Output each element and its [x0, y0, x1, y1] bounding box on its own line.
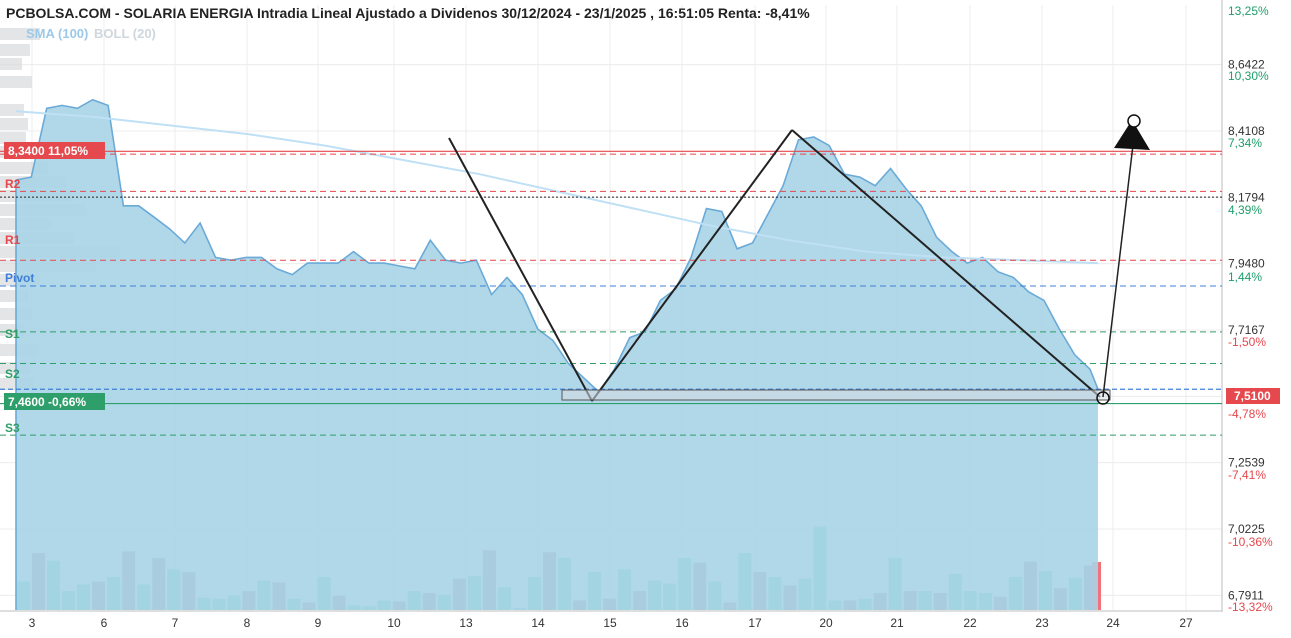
- y-tick-pct: -4,78%: [1228, 407, 1266, 421]
- sma-line: [15, 110, 1099, 265]
- y-tick-pct: 7,34%: [1228, 136, 1262, 150]
- y-tick-pct: -7,41%: [1228, 468, 1266, 482]
- y-tick-price: 6,7911: [1228, 588, 1264, 602]
- legend-boll[interactable]: BOLL (20): [94, 26, 156, 41]
- high-price-tag: [4, 142, 105, 159]
- y-tick-price: 8,4108: [1228, 124, 1265, 138]
- x-tick-label: 10: [387, 616, 401, 630]
- drawing-trendline-2: [591, 129, 793, 402]
- level-label-r2: R2: [5, 177, 21, 191]
- x-tick-label: 20: [819, 616, 833, 630]
- current-price-tag: [1226, 388, 1280, 404]
- drawings: [448, 114, 1150, 405]
- level-label-s1: S1: [5, 327, 20, 341]
- y-tick-pct: 1,44%: [1228, 270, 1262, 284]
- x-tick-label: 13: [459, 616, 473, 630]
- y-tick-price: 7,2539: [1228, 456, 1265, 470]
- current-price-tag-text: 7,5100: [1234, 389, 1271, 403]
- level-label-s2: S2: [5, 367, 20, 381]
- drawing-trendline-1: [448, 137, 593, 402]
- volume-profile-bar: [0, 76, 32, 88]
- volume-profile-bar: [0, 132, 26, 144]
- volume-profile-bar: [0, 118, 28, 130]
- drawing-start-circle: [1096, 391, 1110, 405]
- x-tick-label: 23: [1035, 616, 1049, 630]
- x-tick-label: 9: [315, 616, 322, 630]
- drawing-support-box: [561, 389, 1111, 401]
- level-label-s3: S3: [5, 421, 20, 435]
- level-label-r1: R1: [5, 233, 21, 247]
- x-tick-label: 7: [172, 616, 179, 630]
- y-tick-pct: -13,32%: [1228, 600, 1273, 614]
- y-tick-price: 7,7167: [1228, 323, 1265, 337]
- x-tick-label: 24: [1106, 616, 1120, 630]
- volume-profile-bar: [0, 44, 30, 56]
- volume-profile-bar: [0, 104, 24, 116]
- x-tick-label: 27: [1179, 616, 1193, 630]
- volume-profile-bar: [0, 28, 40, 40]
- drawing-arrow-head: [1114, 120, 1150, 150]
- low-price-tag-text: 7,4600 -0,66%: [8, 395, 86, 409]
- y-tick-pct: 4,39%: [1228, 203, 1262, 217]
- y-tick-price: 7,0225: [1228, 522, 1265, 536]
- levels: [0, 150, 1222, 436]
- y-tick-pct: 13,25%: [1228, 4, 1269, 18]
- y-tick-pct: 10,30%: [1228, 69, 1269, 83]
- chart-title: PCBOLSA.COM - SOLARIA ENERGIA Intradia L…: [6, 5, 810, 21]
- low-price-tag: [4, 393, 105, 410]
- x-tick-label: 6: [101, 616, 108, 630]
- y-axis: 8,6422 8,4108 8,1794 7,9480 7,7167 7,2539 7,02…: [1228, 4, 1273, 614]
- drawing-end-circle: [1127, 114, 1141, 128]
- y-tick-pct: -1,50%: [1228, 335, 1266, 349]
- x-tick-label: 17: [748, 616, 762, 630]
- drawing-arrow-line: [1102, 144, 1134, 398]
- y-tick-price: 8,6422: [1228, 58, 1265, 72]
- volume-profile-bar: [0, 58, 22, 70]
- y-tick-price: 7,9480: [1228, 257, 1265, 271]
- x-tick-label: 3: [29, 616, 36, 630]
- drawing-trendline-3: [791, 129, 1101, 398]
- x-tick-label: 8: [244, 616, 251, 630]
- x-tick-label: 14: [531, 616, 545, 630]
- legend-sma[interactable]: SMA (100): [26, 26, 88, 41]
- price-line: [15, 98, 1099, 394]
- price-area-fill: [16, 99, 1098, 610]
- x-tick-label: 15: [603, 616, 617, 630]
- y-tick-price: 8,1794: [1228, 190, 1265, 204]
- x-tick-label: 22: [963, 616, 977, 630]
- sma-100-line: [15, 110, 1099, 265]
- y-tick-pct: -10,36%: [1228, 535, 1273, 549]
- x-tick-label: 16: [675, 616, 689, 630]
- x-tick-label: 21: [890, 616, 904, 630]
- x-axis: 3 6 7 8 9 10 13 14 15 16 17 20 21 22 23 24 27: [29, 616, 1193, 630]
- high-price-tag-text: 8,3400 11,05%: [8, 144, 88, 158]
- level-label-pivot: Pivot: [5, 271, 34, 285]
